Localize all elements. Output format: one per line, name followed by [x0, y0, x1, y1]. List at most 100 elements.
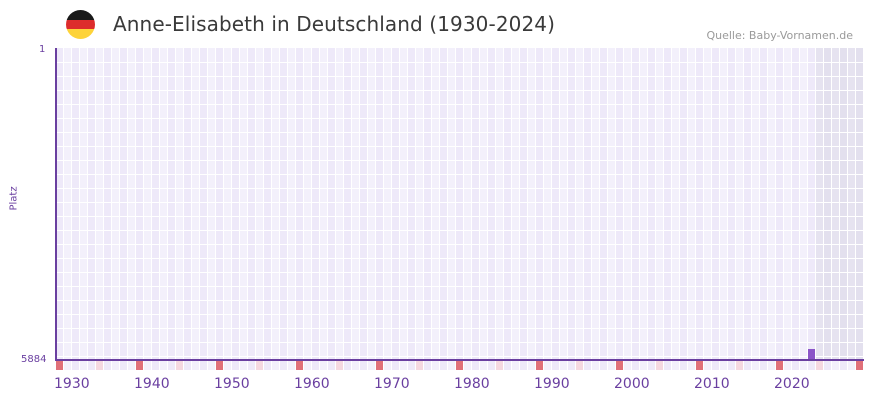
year-marker — [496, 361, 503, 370]
source-link[interactable]: Quelle: Baby-Vornamen.de — [706, 29, 853, 42]
grid-row-line — [56, 104, 864, 105]
rank-bar[interactable] — [808, 349, 815, 360]
grid-column — [336, 48, 343, 360]
year-marker — [672, 361, 679, 370]
grid-column — [64, 48, 71, 360]
year-marker — [232, 361, 239, 370]
grid-column — [792, 48, 799, 360]
grid-column — [192, 48, 199, 360]
year-marker — [56, 361, 63, 370]
grid-row-line — [56, 342, 864, 343]
grid-column — [232, 48, 239, 360]
year-marker — [72, 361, 79, 370]
year-marker — [432, 361, 439, 370]
x-tick-label: 1950 — [214, 376, 250, 392]
y-axis-label: Platz — [8, 186, 20, 211]
year-marker — [392, 361, 399, 370]
grid-column — [456, 48, 463, 360]
grid-column — [552, 48, 559, 360]
grid-column — [672, 48, 679, 360]
grid-column — [696, 48, 703, 360]
grid-column — [224, 48, 231, 360]
year-marker — [752, 361, 759, 370]
year-marker — [312, 361, 319, 370]
grid-column — [688, 48, 695, 360]
year-marker — [368, 361, 375, 370]
grid-column — [744, 48, 751, 360]
year-marker — [400, 361, 407, 370]
grid-column — [368, 48, 375, 360]
year-marker — [224, 361, 231, 370]
year-marker — [328, 361, 335, 370]
year-marker — [856, 361, 863, 370]
year-marker — [384, 361, 391, 370]
year-marker — [624, 361, 631, 370]
year-marker — [576, 361, 583, 370]
year-marker — [656, 361, 663, 370]
grid-column — [136, 48, 143, 360]
grid-column — [88, 48, 95, 360]
year-marker — [440, 361, 447, 370]
year-marker — [552, 361, 559, 370]
year-marker — [648, 361, 655, 370]
grid-column — [624, 48, 631, 360]
year-marker — [464, 361, 471, 370]
year-marker — [512, 361, 519, 370]
year-marker — [176, 361, 183, 370]
grid-column — [800, 48, 807, 360]
grid-column — [640, 48, 647, 360]
grid-column — [592, 48, 599, 360]
grid-column — [720, 48, 727, 360]
grid-column — [240, 48, 247, 360]
year-marker — [528, 361, 535, 370]
grid-column — [496, 48, 503, 360]
year-marker — [152, 361, 159, 370]
year-marker — [776, 361, 783, 370]
year-marker — [280, 361, 287, 370]
year-marker — [592, 361, 599, 370]
grid-column — [488, 48, 495, 360]
grid-column — [656, 48, 663, 360]
year-marker — [456, 361, 463, 370]
year-marker — [488, 361, 495, 370]
grid-row-line — [56, 244, 864, 245]
year-marker — [248, 361, 255, 370]
grid-column — [664, 48, 671, 360]
grid-column — [408, 48, 415, 360]
year-marker — [296, 361, 303, 370]
year-marker — [256, 361, 263, 370]
grid-column — [248, 48, 255, 360]
grid-row-line — [56, 272, 864, 273]
year-marker — [696, 361, 703, 370]
year-marker — [784, 361, 791, 370]
grid-column — [544, 48, 551, 360]
year-marker — [344, 361, 351, 370]
year-marker — [832, 361, 839, 370]
grid-column — [80, 48, 87, 360]
flag-stripe-gold — [66, 29, 95, 39]
grid-row-line — [56, 146, 864, 147]
grid-column — [560, 48, 567, 360]
year-marker — [824, 361, 831, 370]
grid-column — [848, 48, 855, 360]
year-marker — [712, 361, 719, 370]
year-marker — [568, 361, 575, 370]
year-marker — [272, 361, 279, 370]
year-marker — [112, 361, 119, 370]
grid-column — [200, 48, 207, 360]
year-marker — [792, 361, 799, 370]
grid-row-line — [56, 76, 864, 77]
year-marker — [128, 361, 135, 370]
plot-area — [56, 48, 864, 360]
year-marker — [200, 361, 207, 370]
grid-column — [520, 48, 527, 360]
grid-row-line — [56, 202, 864, 203]
grid-row-line — [56, 300, 864, 301]
year-marker — [704, 361, 711, 370]
year-marker — [664, 361, 671, 370]
grid-column — [832, 48, 839, 360]
grid-row-line — [56, 62, 864, 63]
grid-column — [616, 48, 623, 360]
grid-row-line — [56, 230, 864, 231]
grid-column — [56, 48, 63, 360]
